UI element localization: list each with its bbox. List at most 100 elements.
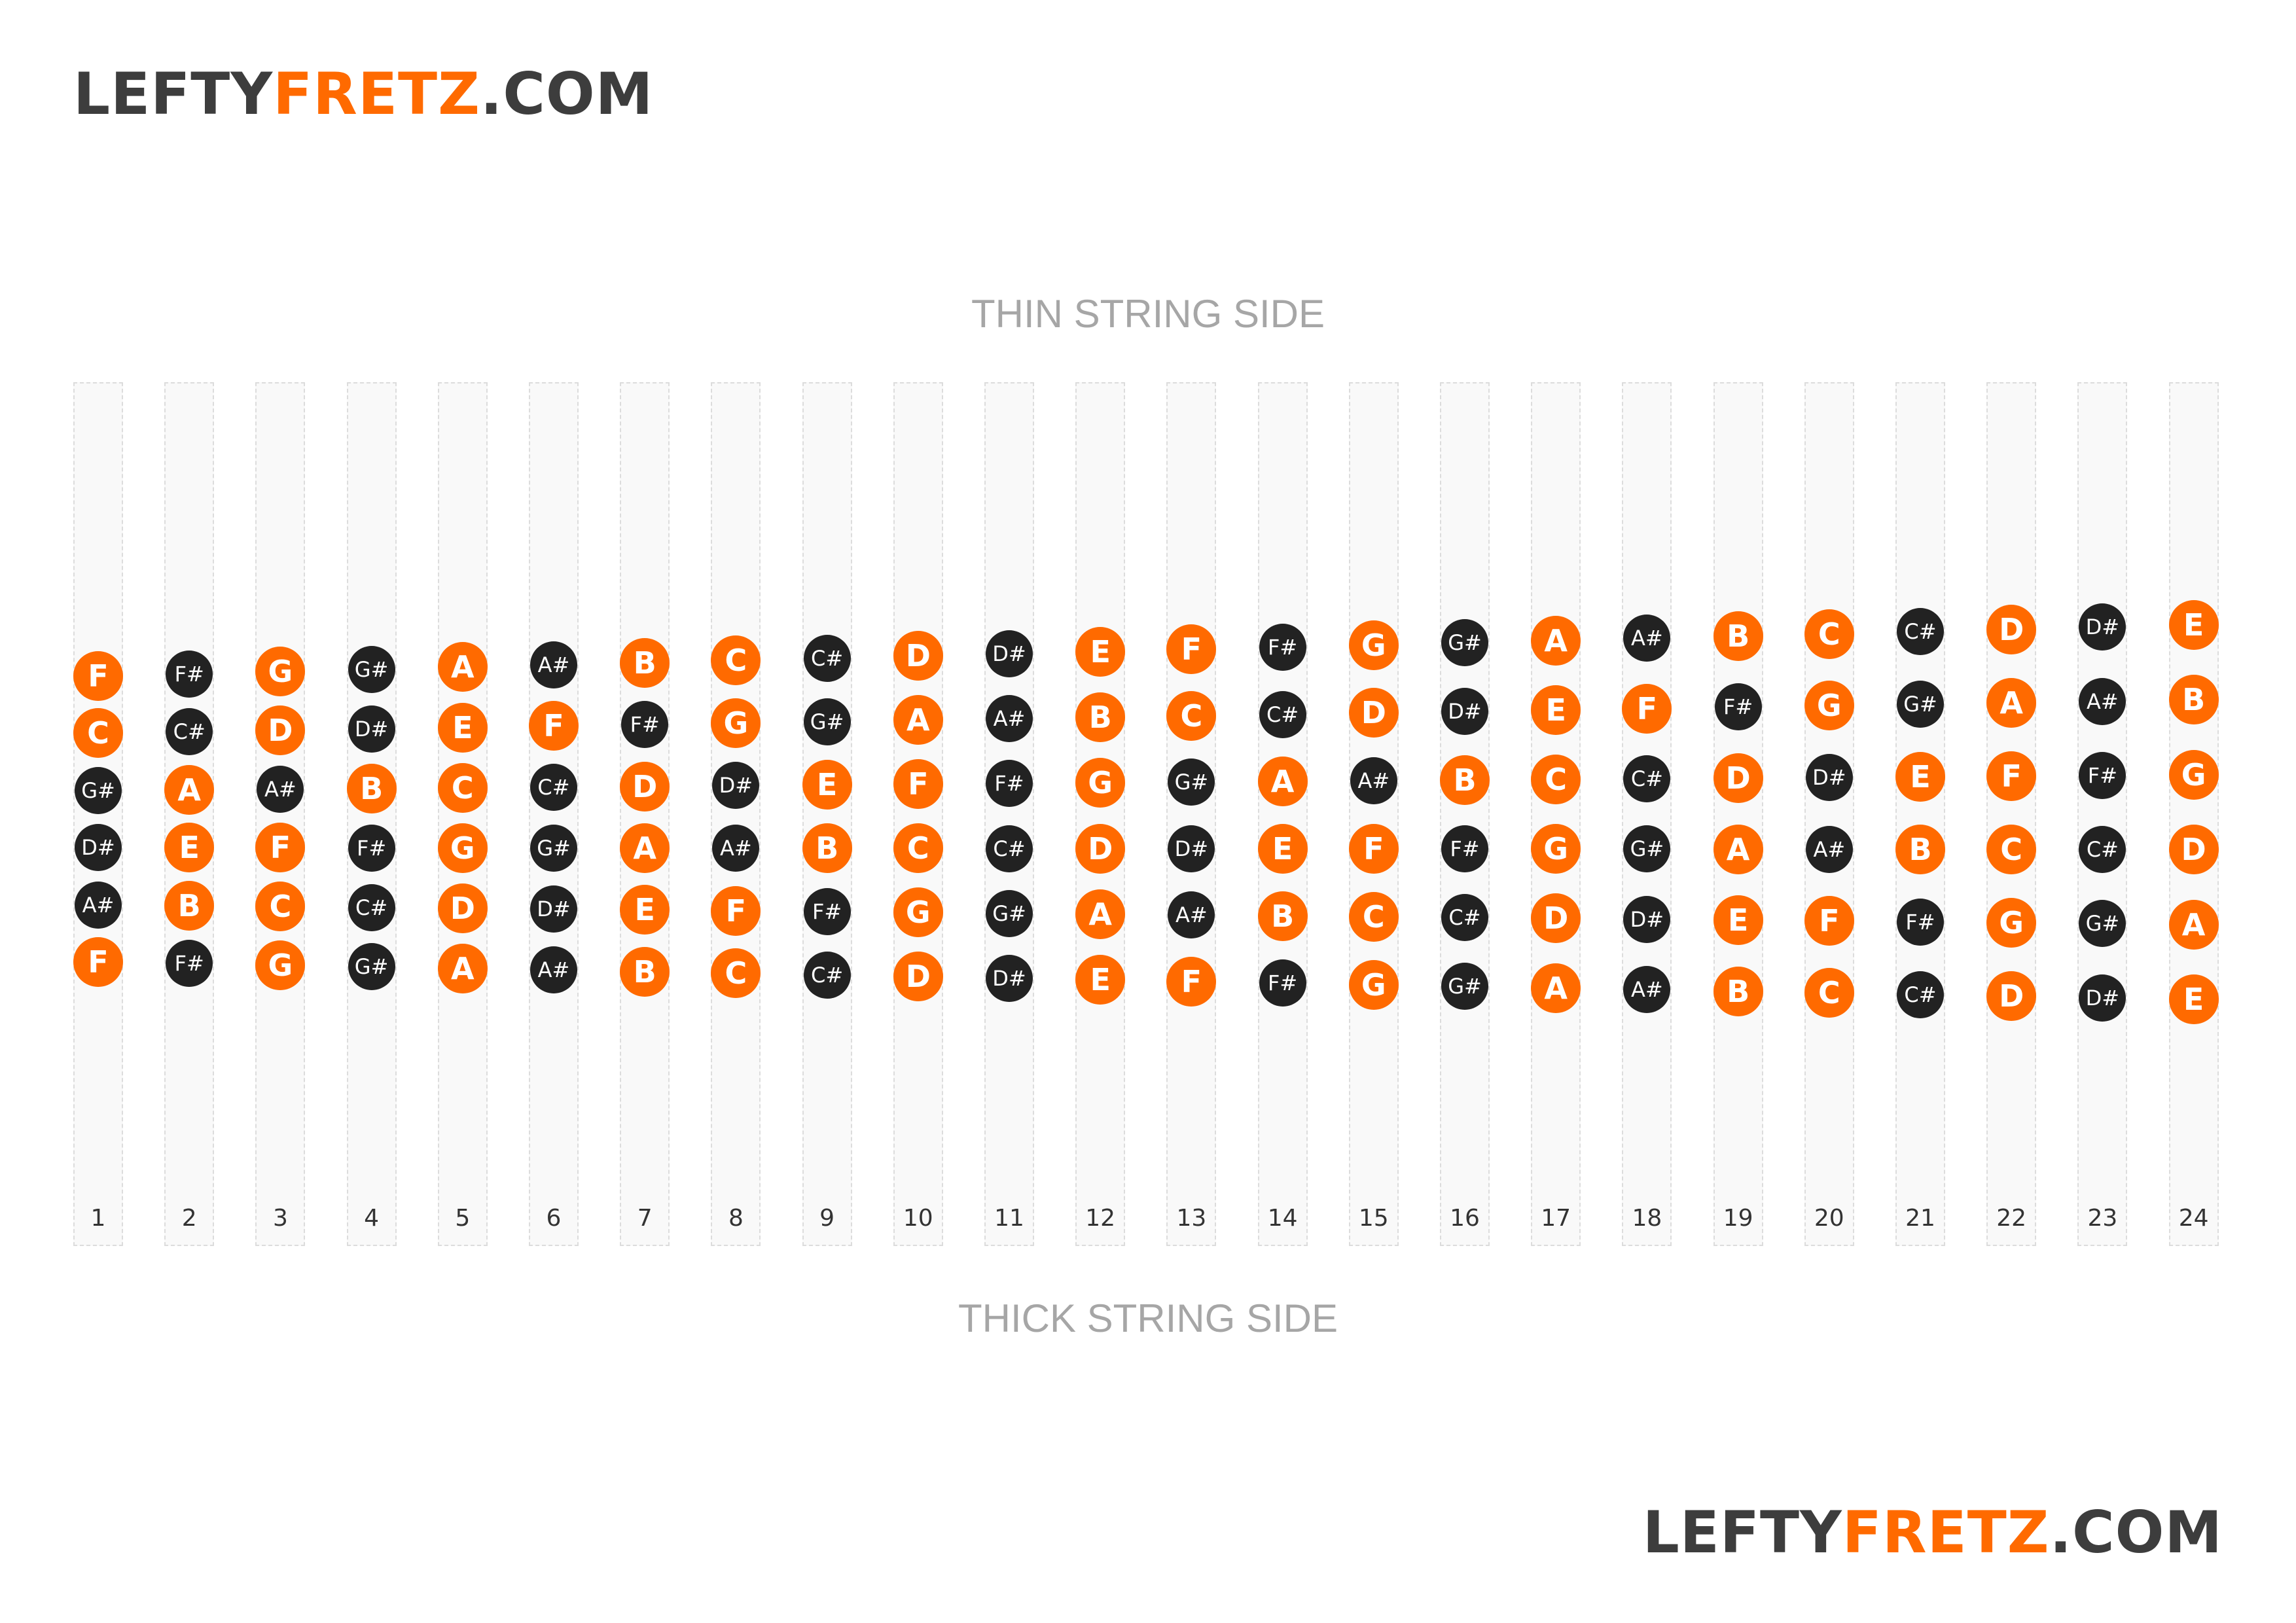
fret-number: 11 <box>994 1205 1024 1232</box>
note-marker: D <box>893 952 943 1002</box>
note-marker: D <box>620 761 670 812</box>
note-marker: E <box>1895 751 1945 802</box>
note-marker: F <box>1622 683 1672 734</box>
logo-text-lefty: LEFTY <box>73 60 274 128</box>
note-marker: G <box>1348 959 1399 1010</box>
note-marker: A <box>1257 757 1308 807</box>
note-marker: C <box>711 635 761 686</box>
note-marker: A <box>2168 899 2219 950</box>
note-marker: F# <box>348 824 395 872</box>
fret-number: 5 <box>455 1205 471 1232</box>
note-marker: A# <box>530 641 577 689</box>
note-marker: C <box>437 762 488 813</box>
fret-number: 16 <box>1450 1205 1480 1232</box>
note-marker: A <box>620 823 670 873</box>
note-marker: A# <box>75 881 122 929</box>
note-marker: G# <box>2079 900 2126 948</box>
note-marker: C <box>255 882 306 932</box>
note-marker: C <box>1804 609 1854 659</box>
note-marker: F <box>529 701 579 751</box>
fret-number: 21 <box>1905 1205 1935 1232</box>
note-marker: D# <box>1623 895 1671 943</box>
note-marker: C# <box>803 951 851 999</box>
note-marker: G <box>255 940 306 990</box>
note-marker: C# <box>986 825 1033 872</box>
note-marker: B <box>1713 611 1763 661</box>
site-logo-top[interactable]: LEFTYFRETZ.COM <box>73 65 653 123</box>
note-marker: A# <box>257 765 304 813</box>
note-marker: B <box>802 823 852 874</box>
note-marker: F# <box>1897 898 1944 946</box>
note-marker: D <box>1348 688 1399 738</box>
note-marker: G# <box>75 766 122 814</box>
note-marker: D <box>1075 823 1126 874</box>
note-marker: C <box>1348 891 1399 942</box>
note-marker: G# <box>530 824 577 872</box>
fret-column <box>1895 382 1945 1246</box>
logo-text-fretz: FRETZ <box>273 60 480 128</box>
fret-number: 12 <box>1085 1205 1116 1232</box>
fret-column <box>437 382 488 1246</box>
note-marker: C# <box>803 634 851 682</box>
note-marker: F# <box>1259 959 1306 1007</box>
note-marker: D <box>1713 753 1763 804</box>
note-marker: B <box>164 880 215 931</box>
note-marker: D# <box>986 630 1033 678</box>
fret-number: 6 <box>546 1205 562 1232</box>
note-marker: F <box>255 823 306 873</box>
note-marker: C <box>1986 824 2037 874</box>
note-marker: A# <box>2079 677 2126 725</box>
note-marker: B <box>1895 824 1945 874</box>
note-marker: E <box>437 702 488 753</box>
note-marker: G# <box>1897 681 1944 728</box>
fret-number: 9 <box>819 1205 835 1232</box>
note-marker: G# <box>348 943 395 991</box>
note-marker: G# <box>1623 825 1671 873</box>
fret-number: 20 <box>1814 1205 1844 1232</box>
fret-column <box>73 382 123 1246</box>
note-marker: A <box>893 695 943 745</box>
fret-column <box>346 382 397 1246</box>
note-marker: B <box>1257 891 1308 941</box>
note-marker: F <box>73 937 123 987</box>
note-marker: G <box>711 698 761 748</box>
note-marker: D# <box>2079 974 2126 1022</box>
logo-text-com: .COM <box>2049 1499 2223 1566</box>
note-marker: A# <box>1623 966 1671 1014</box>
note-marker: F <box>1166 624 1217 675</box>
logo-text-com: .COM <box>480 60 654 128</box>
note-marker: G# <box>986 889 1033 937</box>
note-marker: G# <box>348 645 395 693</box>
fret-column <box>1257 382 1308 1246</box>
note-marker: E <box>1531 685 1581 735</box>
note-marker: E <box>1075 955 1126 1005</box>
note-marker: D# <box>712 762 760 810</box>
note-marker: A <box>1713 824 1763 874</box>
note-marker: B <box>1075 692 1126 742</box>
note-marker: D <box>1531 893 1581 944</box>
fret-column <box>984 382 1034 1246</box>
logo-text-fretz: FRETZ <box>1842 1499 2050 1566</box>
site-logo-bottom[interactable]: LEFTYFRETZ.COM <box>1643 1504 2223 1561</box>
note-marker: F <box>711 885 761 936</box>
note-marker: D <box>437 883 488 933</box>
fret-column <box>1531 382 1581 1246</box>
fret-column <box>1075 382 1126 1246</box>
note-marker: A# <box>1623 615 1671 662</box>
note-marker: D# <box>1168 825 1215 872</box>
note-marker: C# <box>1897 971 1944 1018</box>
fret-number: 15 <box>1358 1205 1389 1232</box>
note-marker: F# <box>166 940 213 988</box>
note-marker: C <box>1531 755 1581 805</box>
fret-column <box>1166 382 1217 1246</box>
fret-column <box>255 382 306 1246</box>
note-marker: A <box>437 943 488 993</box>
note-marker: C# <box>1259 690 1306 738</box>
fret-column <box>620 382 670 1246</box>
note-marker: F# <box>166 650 213 698</box>
note-marker: C# <box>1441 894 1488 942</box>
note-marker: E <box>802 760 852 810</box>
note-marker: F <box>1804 896 1854 946</box>
note-marker: D# <box>75 824 122 872</box>
note-marker: E <box>1075 626 1126 677</box>
